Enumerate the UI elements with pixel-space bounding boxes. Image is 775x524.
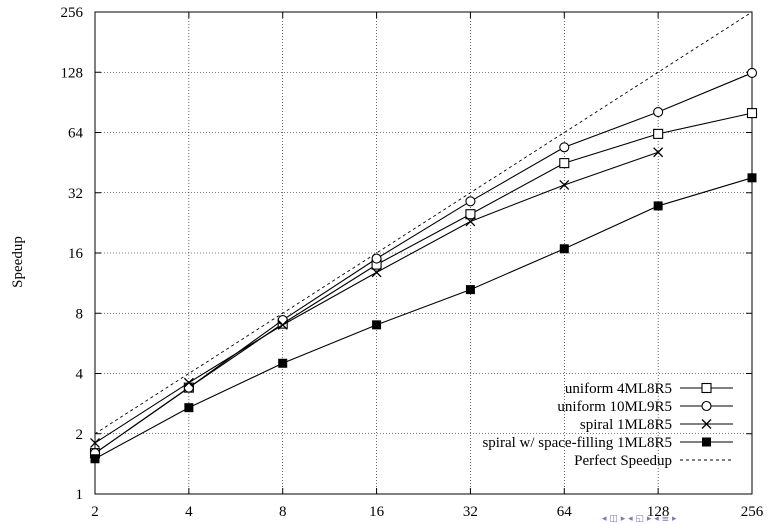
legend-label: uniform 10ML9R5	[557, 399, 672, 415]
series	[94, 11, 753, 435]
y-tick-label: 8	[76, 306, 84, 322]
legend-label: spiral 1ML8R5	[580, 417, 672, 433]
x-tick-label: 8	[279, 504, 287, 520]
data-point-filled-square	[653, 201, 663, 211]
data-point-open-square	[465, 209, 476, 220]
y-tick-label: 16	[68, 246, 84, 262]
y-tick-label: 64	[68, 126, 84, 142]
data-point-filled-square	[184, 403, 194, 413]
data-point-filled-square	[372, 320, 382, 330]
series-line	[94, 177, 753, 460]
data-point-cross	[90, 437, 100, 448]
legend-label: Perfect Speedup	[574, 453, 672, 469]
y-axis-label: Speedup	[10, 236, 26, 288]
data-point-open-square	[653, 128, 664, 139]
legend-entry: Perfect Speedup	[574, 453, 733, 469]
data-point-cross	[701, 419, 712, 429]
x-tick-label: 4	[185, 504, 193, 520]
data-point-open-square	[701, 382, 712, 394]
data-point-open-circle	[465, 196, 476, 207]
data-point-open-square	[559, 158, 570, 169]
beamer-navigation-icons[interactable]: ◂ ◫ ▸ ◂ ◱ ▸ ◂ ≣ ▸	[602, 514, 677, 524]
x-tick-label: 16	[369, 504, 385, 520]
data-point-cross	[371, 267, 382, 278]
data-point-cross	[559, 180, 570, 190]
perfect-speedup-line	[94, 11, 753, 435]
x-tick-label: 32	[463, 504, 478, 520]
data-point-cross	[465, 216, 476, 227]
series-layer	[89, 11, 758, 464]
data-point-cross	[277, 319, 288, 330]
data-point-filled-square	[90, 454, 100, 464]
series	[90, 173, 757, 464]
data-point-filled-square	[278, 358, 288, 368]
legend-entry: spiral w/ space-filling 1ML8R5	[482, 435, 733, 451]
y-tick-label: 1	[76, 487, 84, 503]
y-tick-label: 32	[68, 186, 83, 202]
data-point-cross	[653, 147, 664, 158]
data-point-open-circle	[559, 142, 570, 153]
legend-label: uniform 4ML8R5	[565, 381, 672, 397]
data-point-open-circle	[746, 67, 758, 78]
series	[90, 147, 664, 448]
legend-label: spiral w/ space-filling 1ML8R5	[482, 435, 672, 451]
y-tick-label: 128	[61, 65, 84, 81]
data-point-filled-square	[747, 173, 757, 183]
data-point-open-circle	[701, 400, 712, 412]
data-point-filled-square	[465, 285, 475, 295]
x-tick-label: 2	[91, 504, 99, 520]
x-tick-label: 128	[647, 504, 670, 520]
data-point-cross	[183, 377, 194, 388]
legend-entry: spiral 1ML8R5	[580, 417, 733, 433]
legend: uniform 4ML8R5 uniform 10ML9R5 spiral 1ML8…	[482, 381, 733, 469]
y-tick-label: 4	[76, 367, 84, 383]
x-tick-label: 64	[557, 504, 573, 520]
series-line	[94, 72, 753, 454]
data-point-open-circle	[653, 106, 664, 118]
data-point-open-circle	[371, 253, 382, 264]
legend-entry: uniform 10ML9R5	[557, 399, 733, 415]
x-tick-label: 256	[741, 504, 764, 520]
data-point-filled-square	[702, 437, 711, 447]
data-point-filled-square	[559, 244, 569, 254]
legend-entry: uniform 4ML8R5	[565, 381, 733, 397]
data-point-open-square	[746, 108, 758, 119]
y-tick-label: 2	[76, 427, 84, 443]
y-tick-label: 256	[61, 5, 84, 21]
